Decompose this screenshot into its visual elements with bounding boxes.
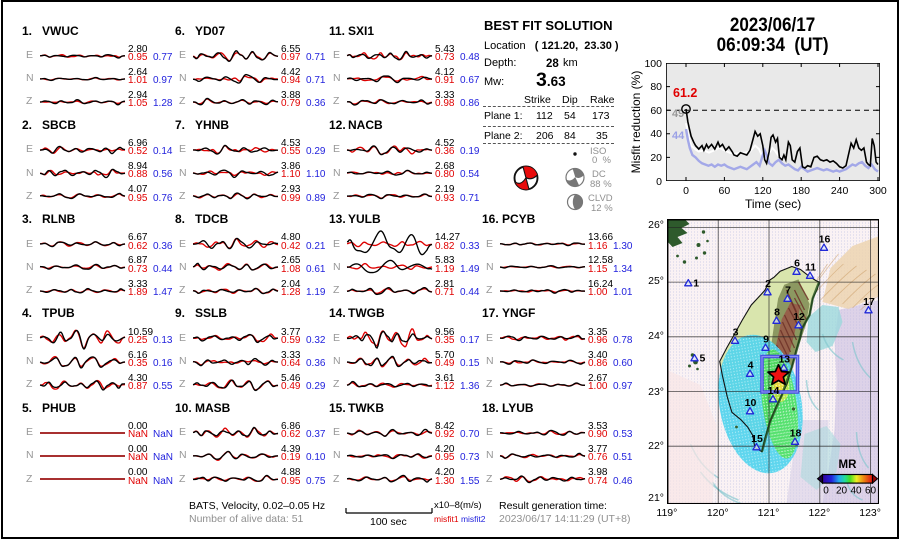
svg-text:8: 8 bbox=[774, 307, 780, 319]
svg-text:11: 11 bbox=[804, 262, 815, 274]
svg-text:16: 16 bbox=[818, 234, 830, 246]
svg-text:10: 10 bbox=[744, 397, 756, 409]
svg-text:MR: MR bbox=[838, 459, 857, 471]
svg-text:4: 4 bbox=[747, 360, 753, 372]
svg-text:18: 18 bbox=[789, 428, 801, 440]
svg-text:14: 14 bbox=[767, 385, 779, 397]
svg-text:40: 40 bbox=[850, 486, 862, 497]
svg-text:2: 2 bbox=[765, 278, 771, 290]
svg-text:0: 0 bbox=[823, 486, 829, 497]
svg-text:44: 44 bbox=[672, 130, 685, 142]
svg-text:6: 6 bbox=[794, 258, 800, 270]
svg-text:12: 12 bbox=[793, 311, 805, 323]
svg-text:9: 9 bbox=[763, 334, 769, 346]
svg-text:60: 60 bbox=[864, 486, 876, 497]
svg-text:7: 7 bbox=[785, 285, 791, 297]
svg-text:13: 13 bbox=[778, 354, 790, 366]
svg-text:5: 5 bbox=[699, 353, 705, 365]
svg-text:1: 1 bbox=[693, 278, 699, 290]
svg-text:3: 3 bbox=[732, 327, 738, 339]
svg-text:17: 17 bbox=[863, 296, 875, 308]
svg-text:15: 15 bbox=[751, 433, 763, 445]
svg-text:49: 49 bbox=[672, 108, 684, 120]
svg-text:20: 20 bbox=[835, 486, 847, 497]
